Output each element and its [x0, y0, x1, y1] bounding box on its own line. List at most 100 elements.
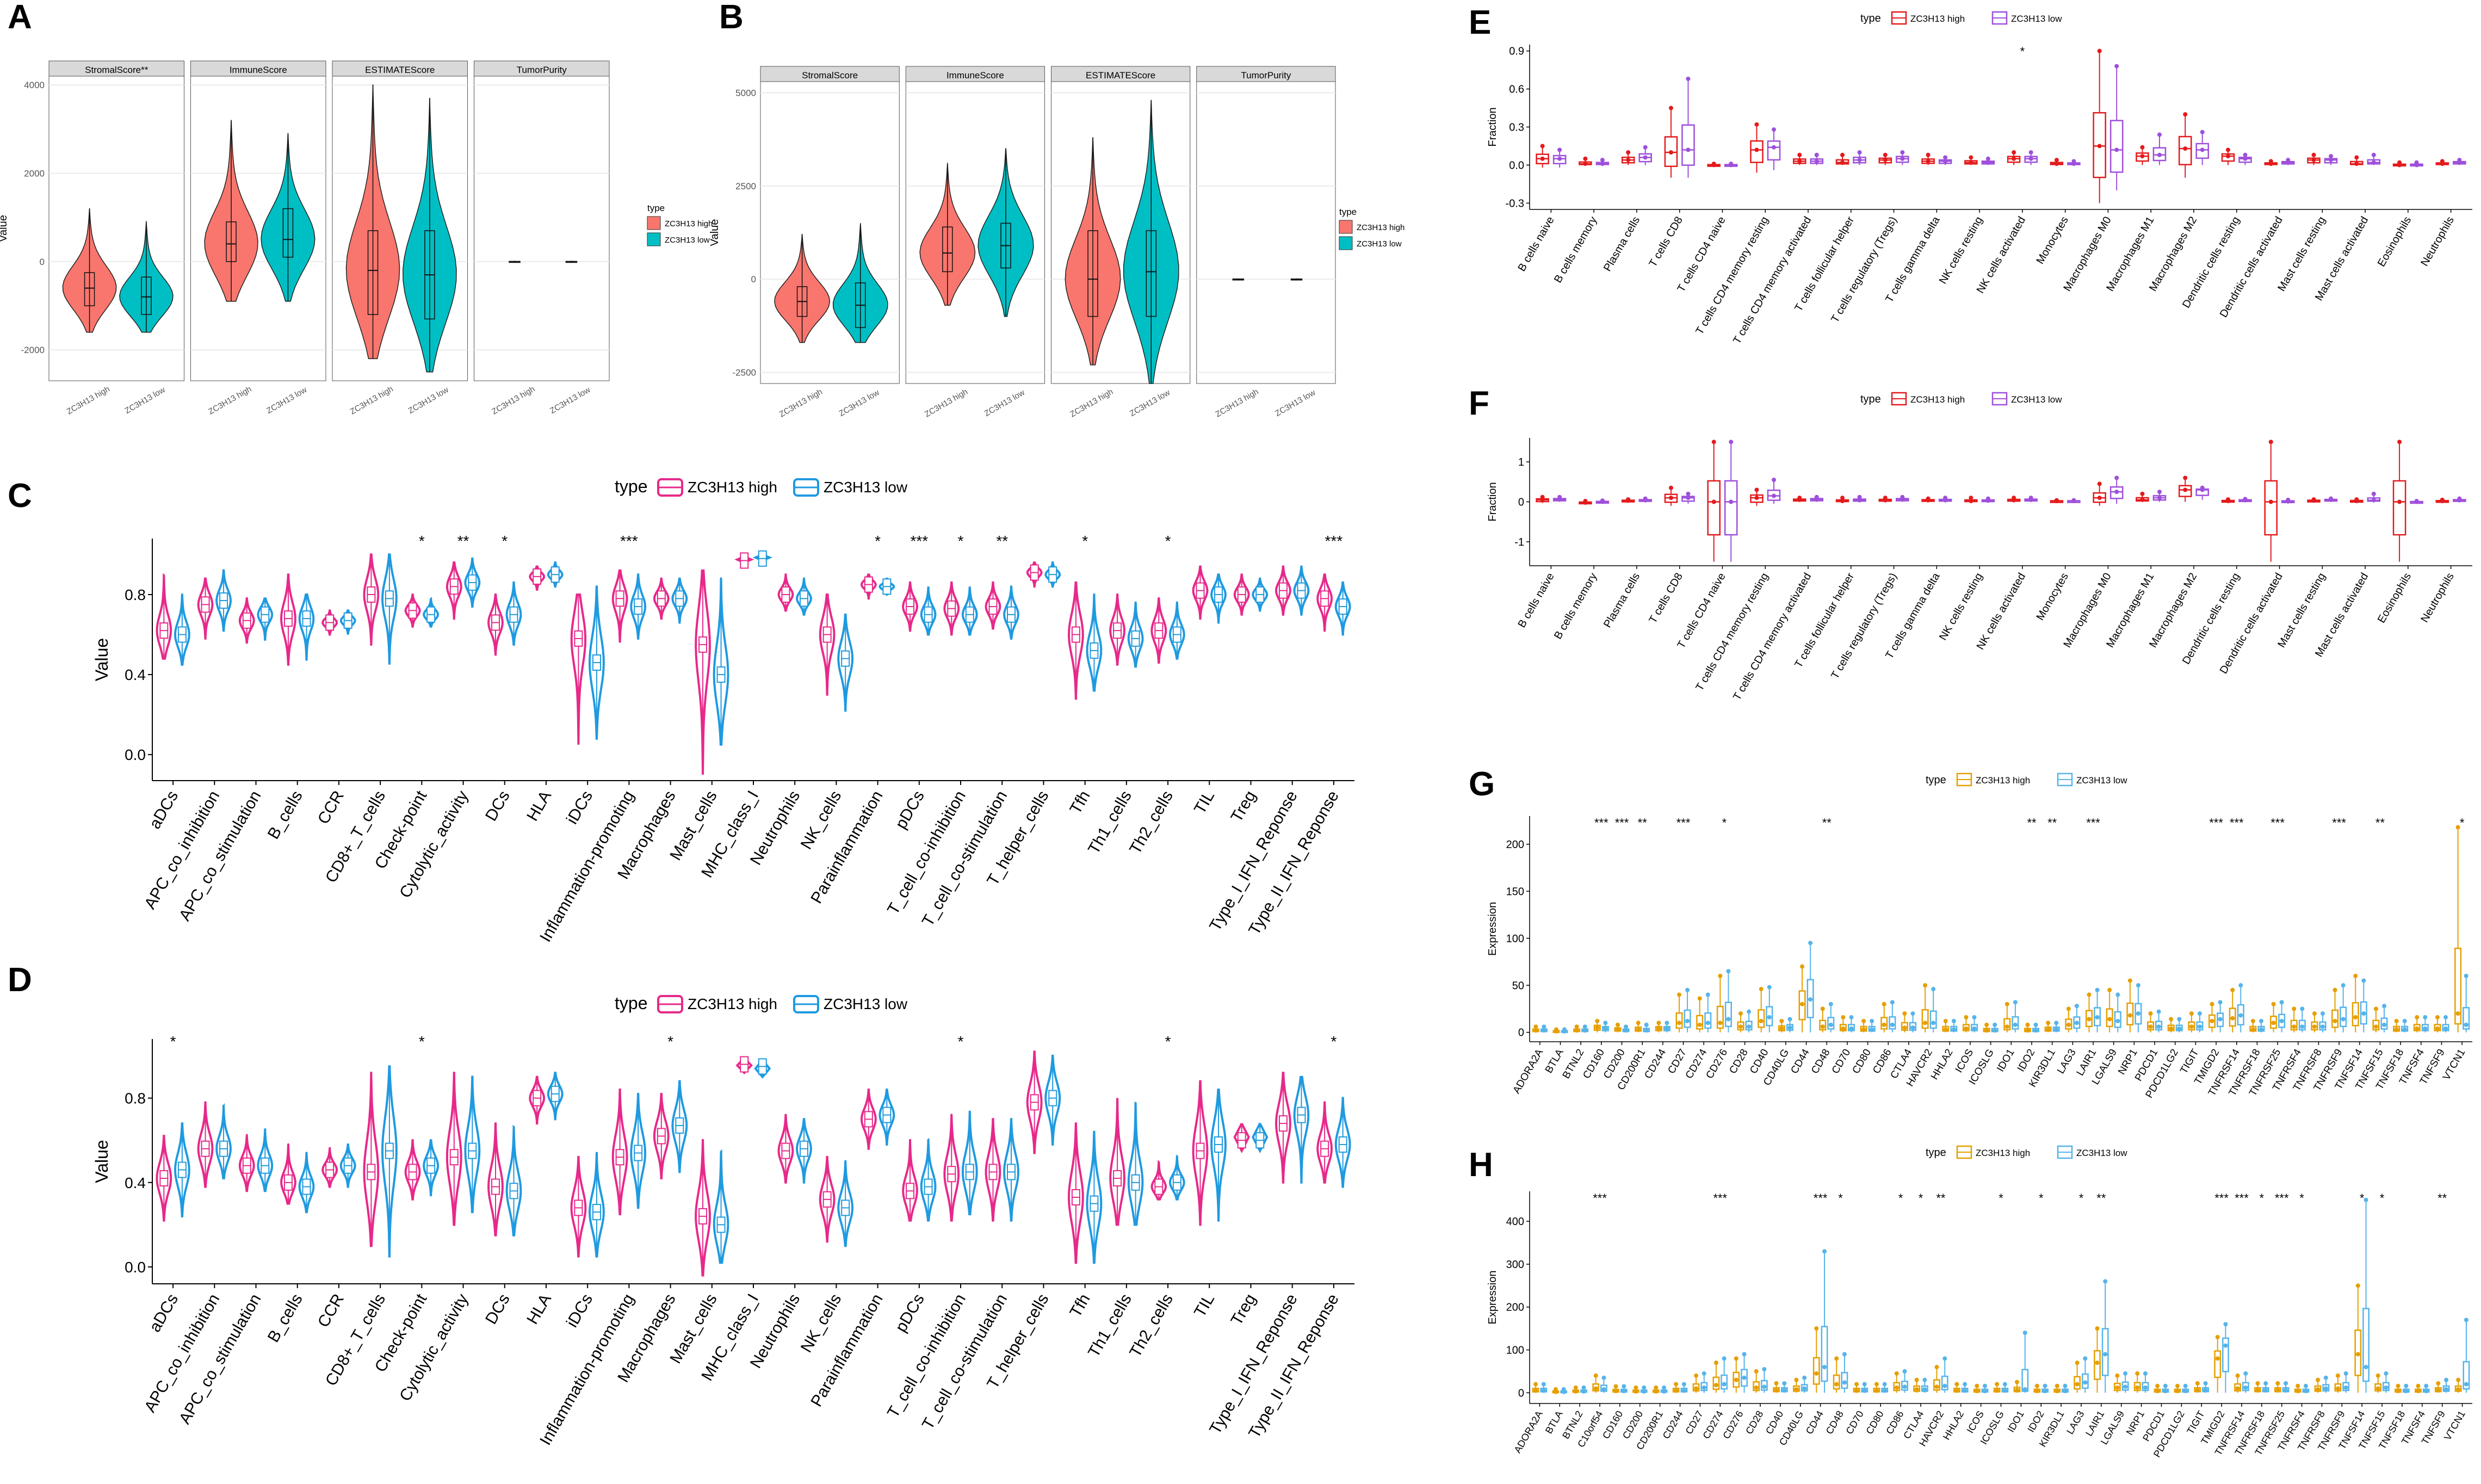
significance-mark: * — [2380, 1191, 2385, 1205]
x-tick-label: ZC3H13 low — [983, 388, 1026, 418]
outlier-point — [2183, 1383, 2188, 1388]
data-point — [1582, 1028, 1587, 1033]
data-point — [2263, 1388, 2268, 1393]
significance-mark: *** — [1615, 816, 1629, 830]
data-point — [1600, 162, 1605, 166]
box — [2454, 948, 2462, 1025]
outlier-point — [2364, 1197, 2368, 1202]
x-tick-label: T cells CD4 naive — [1675, 571, 1728, 651]
outlier-point — [2296, 1383, 2300, 1388]
outlier-point — [2218, 1000, 2223, 1005]
panel-label: A — [8, 0, 32, 36]
outlier-point — [2025, 1022, 2030, 1027]
data-point — [1686, 496, 1691, 500]
outlier-point — [2157, 132, 2162, 137]
outlier-point — [2371, 152, 2376, 157]
violin — [630, 573, 647, 640]
violin — [197, 577, 214, 640]
outlier-point — [2066, 1006, 2071, 1011]
data-point — [2012, 156, 2016, 161]
outlier-point — [2464, 1318, 2468, 1322]
outlier-point — [2320, 1011, 2325, 1016]
data-point — [1533, 1028, 1538, 1033]
legend-title: type — [1926, 1147, 1946, 1159]
outlier-point — [1654, 1385, 1659, 1390]
outlier-point — [2183, 475, 2188, 480]
outlier-point — [2286, 158, 2291, 163]
outlier-point — [1553, 1387, 1558, 1392]
outlier-point — [1951, 1018, 1956, 1023]
facet-label: TumorPurity — [1241, 70, 1291, 81]
data-point — [1694, 1386, 1699, 1391]
y-tick-label: 100 — [1506, 933, 1524, 945]
outlier-point — [2255, 1381, 2260, 1386]
y-tick-label: 100 — [1506, 1345, 1524, 1357]
outlier-point — [1882, 1001, 1886, 1006]
legend-title: type — [1339, 207, 1357, 217]
facet-strip — [1196, 66, 1336, 82]
outlier-point — [1533, 1382, 1538, 1387]
data-point — [2197, 1024, 2202, 1029]
y-tick-label: 150 — [1506, 886, 1524, 898]
data-point — [1787, 1025, 1792, 1030]
facet-label: ImmuneScore — [946, 70, 1004, 81]
outlier-point — [2095, 1326, 2100, 1331]
data-point — [2097, 144, 2102, 149]
significance-mark: *** — [2209, 816, 2223, 830]
outlier-point — [2268, 440, 2273, 444]
outlier-point — [2054, 1021, 2059, 1025]
outlier-point — [2394, 1018, 2399, 1023]
y-axis-title: Fraction — [1487, 482, 1499, 521]
data-point — [1595, 1025, 1600, 1030]
box — [1821, 1326, 1828, 1382]
x-tick-label: CD70 — [1830, 1047, 1853, 1076]
data-point — [1772, 493, 1777, 498]
outlier-point — [2375, 1373, 2380, 1378]
y-axis-title: Value — [92, 1140, 112, 1183]
panel-label: B — [719, 0, 744, 36]
data-point — [1542, 1028, 1546, 1033]
data-point — [2054, 162, 2059, 166]
outlier-point — [1842, 1352, 1847, 1357]
box — [942, 226, 953, 273]
violin — [381, 1065, 398, 1258]
outlier-point — [2354, 155, 2359, 160]
violin — [837, 1160, 854, 1247]
outlier-point — [1729, 162, 1734, 166]
y-tick-label: 0.0 — [125, 746, 146, 763]
outlier-point — [1972, 1015, 1977, 1020]
legend-key — [647, 232, 661, 246]
significance-mark: *** — [1713, 1191, 1727, 1205]
data-point — [2296, 1389, 2300, 1394]
outlier-point — [2284, 1381, 2288, 1386]
violin — [1168, 601, 1185, 660]
outlier-point — [1882, 1382, 1887, 1387]
y-tick-label: 0.8 — [125, 586, 146, 603]
violin — [588, 1152, 605, 1258]
data-point — [1802, 1386, 1807, 1391]
violin — [1316, 573, 1333, 632]
outlier-point — [2169, 1017, 2174, 1022]
significance-mark: * — [1722, 816, 1727, 830]
outlier-point — [2012, 150, 2016, 155]
outlier-point — [1668, 106, 1673, 110]
significance-mark: *** — [1594, 816, 1608, 830]
outlier-point — [1603, 1021, 1608, 1025]
outlier-point — [2323, 1375, 2328, 1380]
violin — [695, 1139, 711, 1277]
violin — [174, 1122, 190, 1217]
data-point — [2013, 1022, 2018, 1027]
outlier-point — [1894, 1371, 1899, 1376]
data-point — [1862, 1388, 1867, 1393]
data-point — [2235, 1386, 2240, 1391]
data-point — [2025, 1028, 2030, 1033]
x-tick-label: CD70 — [1844, 1409, 1866, 1436]
outlier-point — [1573, 1385, 1578, 1390]
significance-mark: *** — [1593, 1191, 1607, 1205]
data-point — [2136, 1011, 2140, 1016]
outlier-point — [1668, 485, 1673, 490]
data-point — [1969, 499, 1973, 504]
outlier-point — [1711, 162, 1716, 166]
data-point — [1613, 1389, 1618, 1394]
